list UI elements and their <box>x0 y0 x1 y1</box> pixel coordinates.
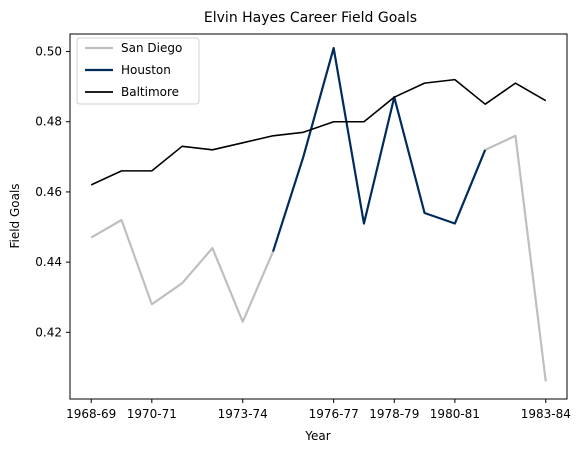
legend-label-houston: Houston <box>121 63 171 77</box>
y-tick-label: 0.44 <box>35 255 62 269</box>
legend-label-san-diego: San Diego <box>121 41 182 55</box>
plot-frame <box>69 33 568 400</box>
x-tick-label: 1970-71 <box>127 407 177 421</box>
x-tick-label: 1983-84 <box>521 407 571 421</box>
legend: San Diego Houston Baltimore <box>76 37 200 105</box>
y-tick-label: 0.46 <box>35 185 62 199</box>
plot-area <box>90 46 547 382</box>
x-axis-label: Year <box>304 429 330 443</box>
y-tick-label: 0.42 <box>35 325 62 339</box>
y-tick-label: 0.48 <box>35 115 62 129</box>
series-line-san-diego <box>90 218 275 323</box>
series-line-san-diego-late <box>484 134 547 382</box>
x-tick-label: 1968-69 <box>66 407 116 421</box>
x-tick-label: 1976-77 <box>309 407 359 421</box>
legend-box <box>76 37 200 105</box>
y-axis-label: Field Goals <box>8 183 22 248</box>
series-line-houston <box>271 46 487 252</box>
legend-label-baltimore: Baltimore <box>121 85 179 99</box>
x-tick-label: 1973-74 <box>218 407 268 421</box>
x-axis: 1968-69 1970-71 1973-74 1976-77 1978-79 1980-… <box>66 399 571 421</box>
y-axis: 0.42 0.44 0.46 0.48 0.50 <box>35 45 70 339</box>
chart-title: Elvin Hayes Career Field Goals <box>204 10 417 26</box>
series-line-baltimore <box>90 78 547 186</box>
y-tick-label: 0.50 <box>35 45 62 59</box>
x-tick-label: 1978-79 <box>369 407 419 421</box>
x-tick-label: 1980-81 <box>430 407 480 421</box>
